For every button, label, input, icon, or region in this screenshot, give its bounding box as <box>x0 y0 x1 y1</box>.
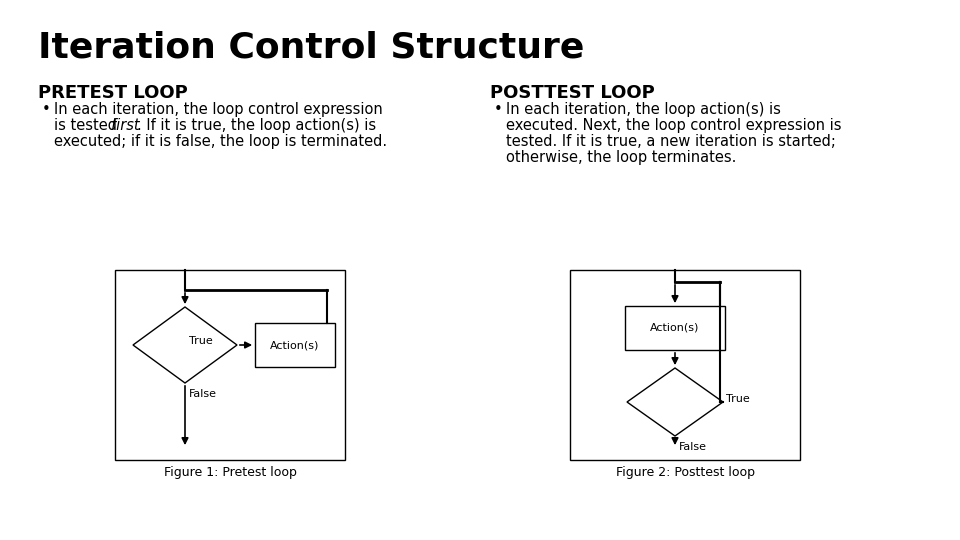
Text: In each iteration, the loop action(s) is: In each iteration, the loop action(s) is <box>506 102 780 117</box>
Bar <box>625 306 725 350</box>
Text: first: first <box>111 118 139 133</box>
Text: •: • <box>42 102 51 117</box>
Text: In each iteration, the loop control expression: In each iteration, the loop control expr… <box>54 102 383 117</box>
Polygon shape <box>133 307 237 383</box>
Text: tested. If it is true, a new iteration is started;: tested. If it is true, a new iteration i… <box>506 134 836 149</box>
Text: Action(s): Action(s) <box>650 323 700 333</box>
Text: executed. Next, the loop control expression is: executed. Next, the loop control express… <box>506 118 842 133</box>
Text: POSTTEST LOOP: POSTTEST LOOP <box>490 84 655 102</box>
Bar <box>115 270 345 460</box>
Text: False: False <box>679 442 707 452</box>
Bar <box>255 323 335 367</box>
Text: True: True <box>726 394 750 404</box>
Text: •: • <box>494 102 503 117</box>
Text: . If it is true, the loop action(s) is: . If it is true, the loop action(s) is <box>137 118 376 133</box>
Text: Figure 1: Pretest loop: Figure 1: Pretest loop <box>163 466 297 479</box>
Text: False: False <box>189 389 217 399</box>
Text: otherwise, the loop terminates.: otherwise, the loop terminates. <box>506 150 736 165</box>
Text: is tested: is tested <box>54 118 122 133</box>
Bar <box>570 270 800 460</box>
Text: True: True <box>189 336 213 346</box>
Text: Figure 2: Posttest loop: Figure 2: Posttest loop <box>615 466 755 479</box>
Text: executed; if it is false, the loop is terminated.: executed; if it is false, the loop is te… <box>54 134 387 149</box>
Polygon shape <box>627 368 723 436</box>
Text: PRETEST LOOP: PRETEST LOOP <box>38 84 188 102</box>
Text: Action(s): Action(s) <box>271 340 320 350</box>
Text: Iteration Control Structure: Iteration Control Structure <box>38 30 585 64</box>
